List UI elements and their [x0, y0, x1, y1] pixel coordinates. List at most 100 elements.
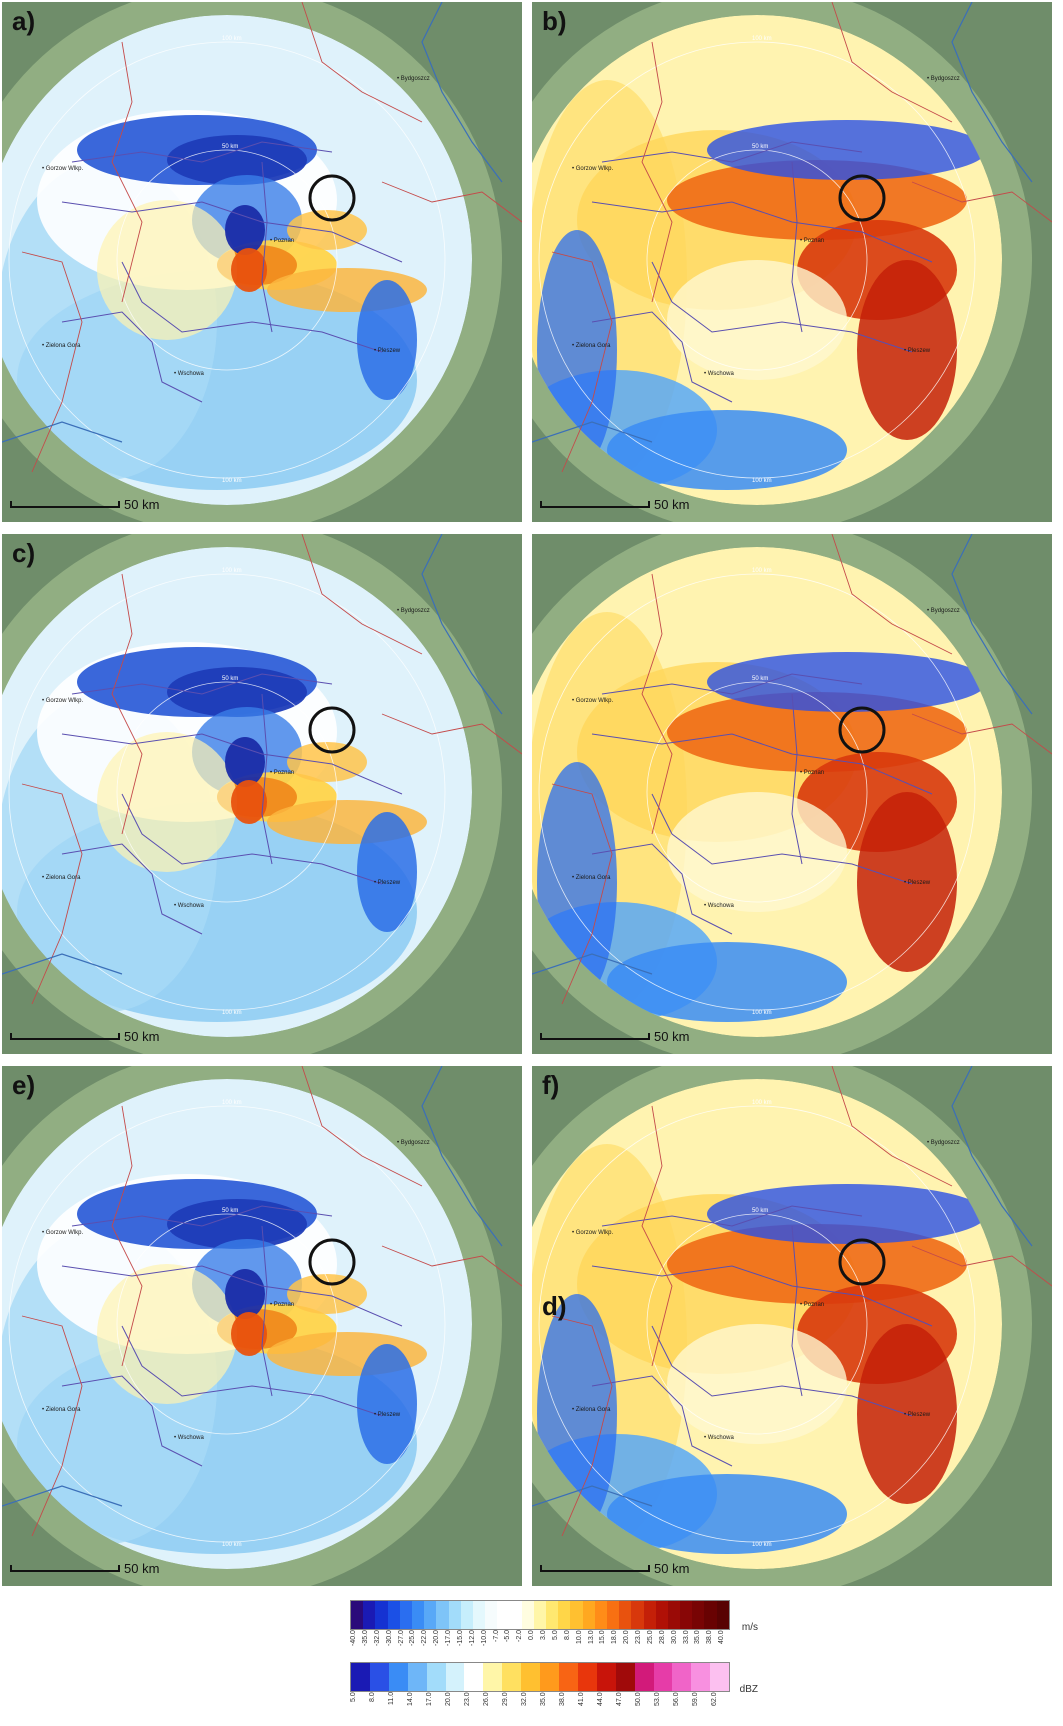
- river-line: [532, 421, 653, 443]
- region-line: [111, 41, 143, 303]
- velocity-color-0: [351, 1601, 364, 1629]
- range-ring-50km: [116, 149, 338, 371]
- city-label: • Gorzow Wlkp.: [572, 166, 613, 172]
- city-label: • Wschowa: [174, 903, 204, 909]
- reflectivity-ticks: 5.0 8.0 11.0 14.0 17.0 20.0 23.0 26.0 29.0 32.0 35…: [350, 1692, 730, 1726]
- ring-label-inner: 50 km: [222, 676, 238, 682]
- velocity-tick: -35.0: [361, 1630, 369, 1646]
- city-label: • Zielona Gora: [572, 875, 611, 881]
- reflectivity-color-11: [558, 1663, 578, 1691]
- city-label: • Pleszew: [904, 1412, 931, 1418]
- velocity-tick: 38.0: [706, 1630, 714, 1644]
- reflectivity-tick: 53.0: [654, 1692, 661, 1706]
- velocity-color-26: [667, 1601, 681, 1629]
- border-line: [791, 693, 803, 865]
- region-line: [301, 1066, 423, 1187]
- city-label: • Gorzow Wlkp.: [572, 1230, 613, 1236]
- range-ring-100km: [538, 41, 976, 479]
- panel-label: f): [542, 1070, 560, 1100]
- velocity-color-28: [692, 1601, 705, 1629]
- city-label: • Bydgoszcz: [927, 1140, 960, 1146]
- highlight-circle: [838, 174, 886, 222]
- river-line: [532, 1485, 653, 1507]
- velocity-color-9: [460, 1601, 473, 1629]
- velocity-tick: -7.0: [492, 1630, 500, 1643]
- range-ring-50km: [116, 681, 338, 903]
- reflectivity-tick: 62.0: [711, 1692, 718, 1706]
- border-line: [71, 141, 333, 163]
- range-ring-100km: [8, 41, 446, 479]
- reflectivity-color-12: [577, 1663, 597, 1691]
- ring-label-inner: 50 km: [222, 1208, 238, 1214]
- region-line: [831, 534, 953, 655]
- highlight-circle: [308, 174, 356, 222]
- velocity-tick: -12.0: [468, 1630, 476, 1646]
- reflectivity-color-18: [691, 1663, 711, 1691]
- velocity-tick: -22.0: [421, 1630, 429, 1646]
- range-ring-100km: [8, 573, 446, 1011]
- velocity-tick: -25.0: [409, 1630, 417, 1646]
- city-label: • Poznan: [800, 770, 824, 776]
- velocity-color-3: [387, 1601, 400, 1629]
- velocity-color-18: [570, 1601, 583, 1629]
- velocity-tick: 35.0: [694, 1630, 702, 1644]
- velocity-tick: -32.0: [373, 1630, 381, 1646]
- border-line: [61, 1265, 403, 1327]
- ring-label-outer: 100 km: [752, 568, 772, 574]
- city-label: • Pleszew: [374, 1412, 401, 1418]
- panel-label: e): [12, 1070, 36, 1100]
- reflectivity-color-6: [464, 1663, 484, 1691]
- reflectivity-color-0: [351, 1663, 370, 1691]
- radar-map-f: • Bydgoszcz • Gorzow Wlkp. • Poznan • Zielo…: [532, 1066, 1052, 1586]
- velocity-legend: -40.0 -35.0 -32.0 -30.0 -27.0 -25.0 -22.0 -20.0…: [350, 1600, 758, 1664]
- city-label: • Poznan: [800, 238, 824, 244]
- velocity-tick: -20.0: [433, 1630, 441, 1646]
- ring-label-inner: 50 km: [222, 144, 238, 150]
- reflectivity-colorbar: [350, 1662, 730, 1692]
- border-line: [651, 1325, 913, 1417]
- velocity-tick: 40.0: [718, 1630, 726, 1644]
- reflectivity-legend: 5.0 8.0 11.0 14.0 17.0 20.0 23.0 26.0 29.0 32.0 35…: [350, 1662, 758, 1726]
- city-label: • Poznan: [270, 238, 294, 244]
- reflectivity-tick: 59.0: [692, 1692, 699, 1706]
- ring-label-outer-south: 100 km: [752, 1542, 772, 1548]
- ring-label-outer: 100 km: [222, 36, 242, 42]
- reflectivity-color-15: [634, 1663, 654, 1691]
- border-line: [71, 1205, 333, 1227]
- velocity-color-20: [594, 1601, 607, 1629]
- velocity-color-15: [533, 1601, 546, 1629]
- ring-label-inner: 50 km: [752, 676, 768, 682]
- radar-panel-b: • Bydgoszcz • Gorzow Wlkp. • Poznan • Zielo…: [532, 2, 1052, 522]
- reflectivity-unit: dBZ: [739, 1684, 758, 1695]
- region-line: [381, 181, 522, 223]
- city-label: • Bydgoszcz: [397, 76, 430, 82]
- border-line: [61, 1375, 203, 1467]
- velocity-tick: 3.0: [540, 1630, 547, 1640]
- reflectivity-tick: 32.0: [521, 1692, 528, 1706]
- velocity-color-10: [472, 1601, 486, 1629]
- river-line: [421, 2, 503, 183]
- reflectivity-color-14: [615, 1663, 635, 1691]
- reflectivity-tick: 20.0: [445, 1692, 452, 1706]
- radar-map-d: • Bydgoszcz • Gorzow Wlkp. • Poznan • Zielo…: [532, 534, 1052, 1054]
- region-line: [301, 2, 423, 123]
- range-ring-50km: [116, 1213, 338, 1435]
- velocity-color-14: [521, 1601, 534, 1629]
- reflectivity-color-16: [653, 1663, 673, 1691]
- border-line: [261, 693, 273, 865]
- highlight-circle: [838, 1238, 886, 1286]
- reflectivity-tick: 50.0: [635, 1692, 642, 1706]
- velocity-tick: 33.0: [682, 1630, 690, 1644]
- velocity-color-1: [363, 1601, 376, 1629]
- region-line: [111, 1105, 143, 1367]
- border-line: [261, 161, 273, 333]
- range-ring-100km: [538, 1105, 976, 1543]
- velocity-color-23: [631, 1601, 644, 1629]
- ring-label-outer-south: 100 km: [222, 1010, 242, 1016]
- city-label: • Poznan: [270, 770, 294, 776]
- city-label: • Bydgoszcz: [397, 608, 430, 614]
- velocity-color-7: [436, 1601, 449, 1629]
- city-label: • Wschowa: [704, 903, 734, 909]
- reflectivity-color-10: [540, 1663, 559, 1691]
- river-line: [2, 953, 123, 975]
